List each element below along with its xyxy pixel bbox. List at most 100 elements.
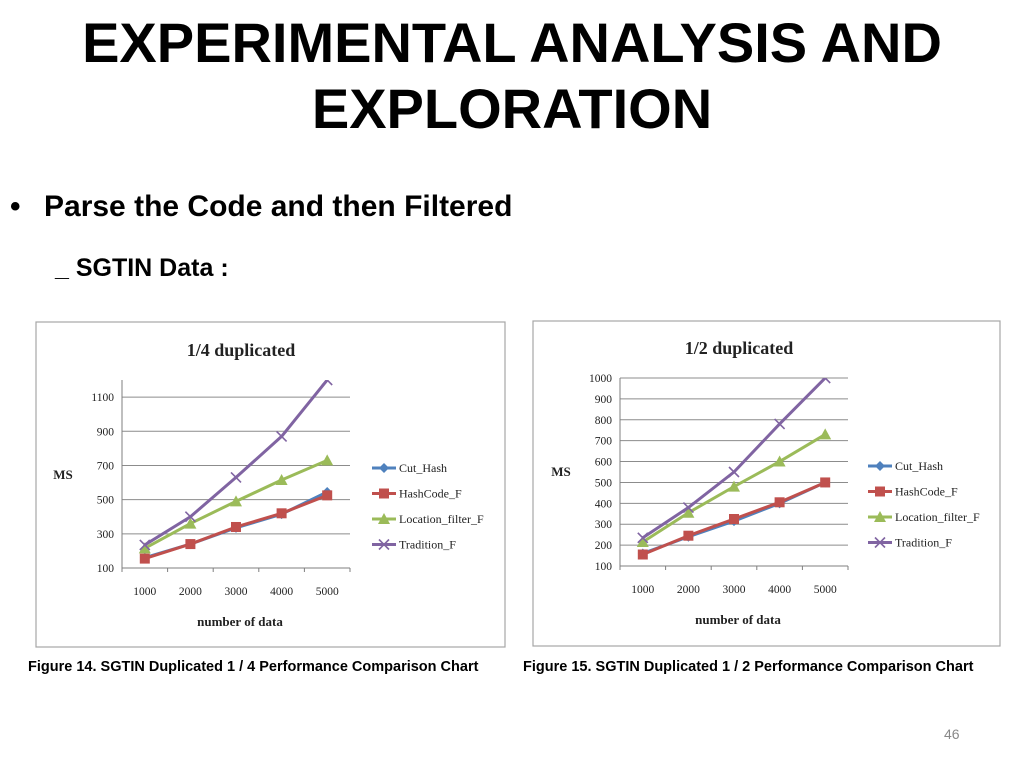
chart-frame [532,320,1001,647]
x-tick-label: 5000 [814,584,837,596]
data-point [231,521,241,532]
data-point-stroke-b [682,501,694,514]
data-point [184,517,197,529]
data-point [819,428,832,440]
data-point [276,430,288,442]
x-tick-label: 3000 [225,586,248,598]
legend-marker [875,486,885,497]
data-point-stroke-a [326,380,333,386]
bullet-point: • Parse the Code and then Filtered [10,190,512,224]
legend-entry: HashCode_F [372,487,462,501]
legend-marker [378,513,390,524]
y-tick-label: 200 [595,540,613,552]
data-point [682,506,695,518]
y-tick-label: 500 [97,495,115,507]
x-axis-label: number of data [197,614,283,629]
data-point [728,466,740,478]
slide-title-line-1: EXPERIMENTAL ANALYSIS AND [82,11,942,74]
data-point [819,378,831,384]
legend-label: Tradition_F [399,538,456,552]
legend-marker [874,536,886,549]
y-axis-label: MS [551,464,571,479]
legend-marker-stroke-b [874,536,886,549]
data-point [275,473,288,485]
legend-marker [875,461,885,471]
slide-title: EXPERIMENTAL ANALYSIS AND EXPLORATION [0,10,1024,142]
legend-entry: Tradition_F [868,536,952,550]
y-tick-label: 100 [595,561,613,573]
data-point-stroke-b [276,430,288,442]
legend-label: HashCode_F [895,485,958,499]
data-point [729,514,739,524]
x-tick-label: 1000 [133,586,156,598]
y-tick-label: 800 [595,415,613,427]
legend-entry: Tradition_F [372,538,456,552]
legend-entry: Cut_Hash [372,461,447,475]
y-tick-label: 600 [595,457,613,469]
data-point [184,511,196,523]
chart-title: 1/4 duplicated [187,340,296,360]
legend-label: Location_filter_F [399,512,484,526]
data-point [636,535,649,547]
data-point [683,530,694,541]
legend-marker-stroke-b [378,538,390,551]
y-tick-label: 700 [97,460,115,472]
x-tick-label: 1000 [631,584,654,596]
legend-marker [379,463,389,473]
x-tick-label: 4000 [768,584,791,596]
data-point [230,495,242,507]
x-tick-label: 5000 [316,586,339,598]
bullet-dot-icon: • [10,190,21,223]
x-tick-label: 4000 [270,586,293,598]
legend-entry: Location_filter_F [372,512,484,526]
x-tick-label: 2000 [677,584,700,596]
x-tick-label: 3000 [723,584,746,596]
legend-label: HashCode_F [399,487,462,501]
data-point [185,539,196,550]
chart-1: 100 300 500 700 900 1100 1000 2000 3000 4000 5000 1… [35,321,506,648]
y-tick-label: 700 [595,436,613,448]
y-tick-label: 100 [97,563,115,575]
subheading: _ SGTIN Data : [55,254,229,282]
y-tick-label: 300 [595,519,613,531]
data-point [820,477,831,488]
y-tick-label: 1100 [91,392,114,404]
data-point [774,418,786,430]
legend-entry: Location_filter_F [868,510,980,524]
data-point-stroke-b [184,511,196,523]
data-point-stroke-b [819,378,827,384]
legend-label: Cut_Hash [399,461,447,475]
legend-label: Tradition_F [895,536,952,550]
chart-2: 100 200 300 400 500 600 700 800 900 1000 1000 2000 3… [532,320,1001,647]
y-tick-label: 1000 [589,373,612,385]
data-point [321,380,333,386]
data-point [276,508,287,519]
series-group [138,380,334,564]
data-point [773,455,786,467]
data-point [774,497,785,508]
legend-marker [379,488,389,499]
data-point-stroke-b [139,539,151,551]
data-point [139,539,151,551]
page-number: 46 [944,726,960,742]
data-point-stroke-b [774,418,786,430]
data-point [230,471,242,483]
legend-entry: Cut_Hash [868,459,943,473]
data-point [637,532,649,544]
data-point-stroke-b [637,532,649,544]
y-tick-label: 500 [595,477,613,489]
data-point [138,542,151,554]
data-point-stroke-b [230,471,242,483]
bullet-text: Parse the Code and then Filtered [44,190,513,223]
legend-label: Location_filter_F [895,510,980,524]
legend-label: Cut_Hash [895,459,943,473]
data-point [321,454,334,466]
figure-15-caption: Figure 15. SGTIN Duplicated 1 / 2 Perfor… [523,659,974,675]
chart-title: 1/2 duplicated [685,338,794,358]
legend-marker [874,511,886,522]
x-axis-label: number of data [695,612,781,627]
x-tick-label: 2000 [179,586,202,598]
data-point-stroke-a [824,378,831,384]
figure-14-caption: Figure 14. SGTIN Duplicated 1 / 4 Perfor… [28,659,479,675]
